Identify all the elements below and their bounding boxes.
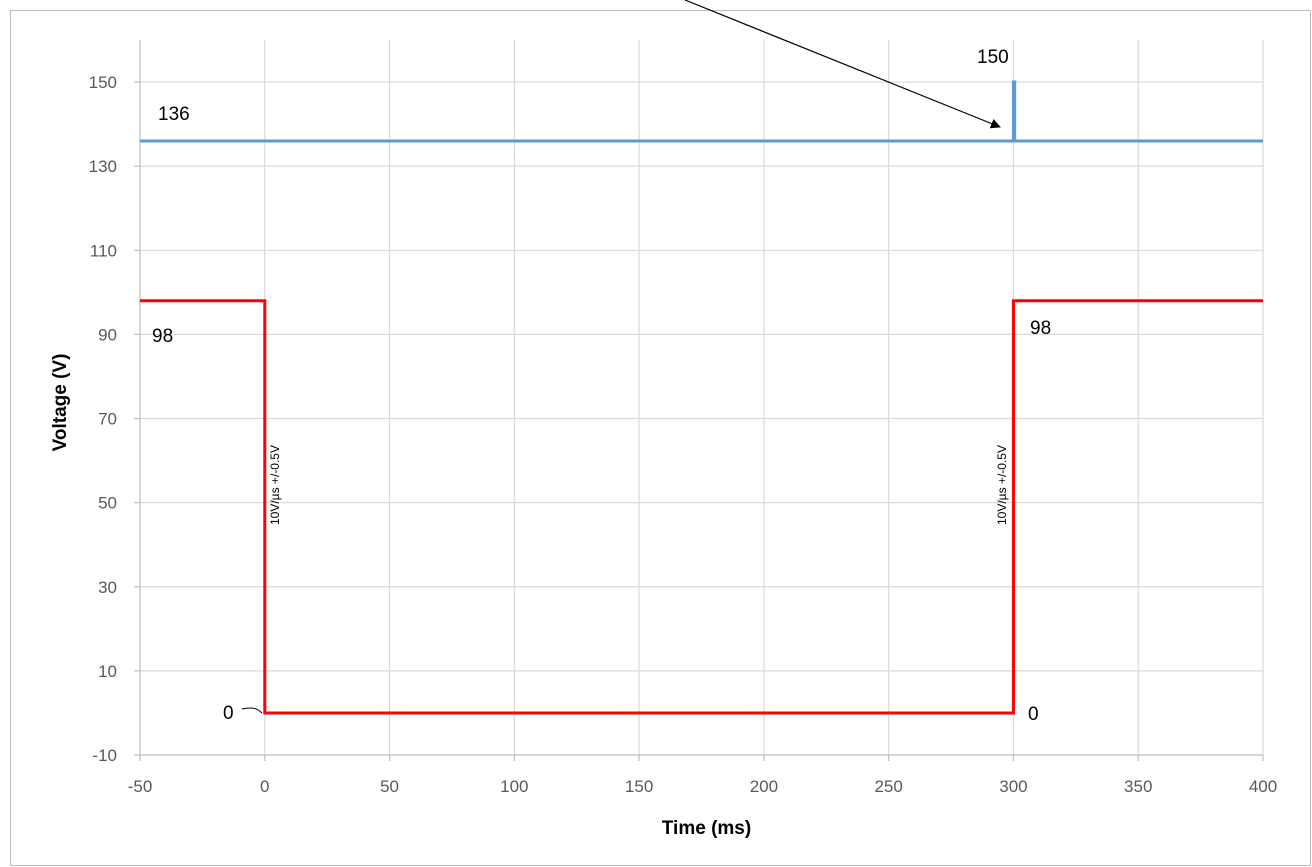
x-tick-label: 0	[260, 777, 269, 796]
y-tick-label: 50	[98, 494, 117, 513]
series-line-1	[140, 80, 1263, 143]
series	[140, 80, 1263, 715]
y-axis-title: Voltage (V)	[50, 354, 71, 452]
slew-label-right: 10V/µs +/-0.5V	[995, 445, 1009, 525]
y-tick-label: 90	[98, 325, 117, 344]
y-tick-label: -10	[92, 746, 117, 765]
x-tick-label: 400	[1249, 777, 1277, 796]
y-tick-label: 110	[90, 241, 117, 260]
y-tick-label: 70	[98, 410, 117, 429]
grid	[140, 40, 1264, 755]
x-axis-title: Time (ms)	[662, 818, 751, 839]
y-tick-label: 10	[98, 662, 117, 681]
y-tick-label: 130	[89, 157, 117, 176]
x-tick-label: 200	[750, 777, 778, 796]
annotations: 136 150 98 98 0 0 10V/µs +/-0.5V 10V/µs …	[152, 0, 1051, 725]
x-tick-label: 350	[1124, 777, 1152, 796]
y-tick-label: 30	[98, 578, 117, 597]
label-150: 150	[977, 47, 1009, 68]
x-tick-label: 150	[625, 777, 653, 796]
series-line-2	[140, 299, 1263, 715]
chart-frame	[10, 10, 1311, 866]
slew-label-left: 10V/µs +/-0.5V	[268, 445, 282, 525]
label-98-right: 98	[1030, 318, 1051, 339]
x-tick-label: 100	[500, 777, 528, 796]
x-tick-label: 300	[999, 777, 1027, 796]
label-136: 136	[158, 104, 190, 125]
annotation-arrow	[684, 0, 1001, 129]
y-tick-label: 150	[89, 73, 117, 92]
label-0-left-leader	[241, 707, 263, 714]
x-tick-label: 50	[380, 777, 399, 796]
label-98-left: 98	[152, 326, 173, 347]
x-tick-label: 250	[874, 777, 902, 796]
label-0-left: 0	[223, 703, 234, 724]
x-tick-label: -50	[128, 777, 153, 796]
label-0-right: 0	[1028, 704, 1039, 725]
axes: -50 0 50 100 150 200 250 300 350 400 -10 10 30 50 70 90…	[50, 40, 1277, 839]
